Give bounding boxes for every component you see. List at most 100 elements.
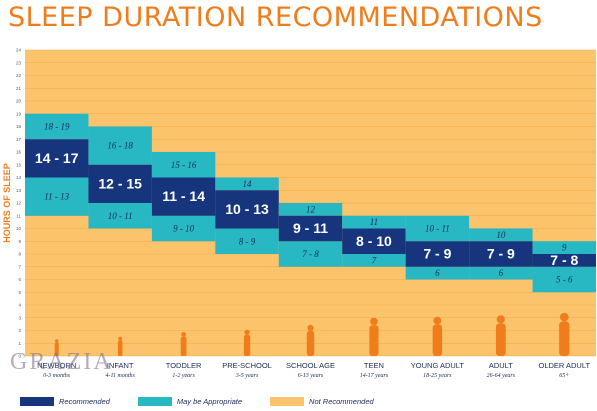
y-tick-label: 19	[16, 111, 22, 116]
y-axis-label: HOURS OF SLEEP	[2, 163, 12, 243]
data-label-appropriate: 11	[370, 217, 378, 227]
legend-label-not-recommended: Not Recommended	[309, 396, 374, 406]
bar-recommended	[278, 215, 343, 242]
legend-label-recommended: Recommended	[59, 396, 110, 406]
bar-appropriate-lower	[151, 215, 216, 242]
person-silhouette-head	[118, 336, 123, 341]
y-tick-label: 16	[16, 150, 22, 155]
y-tick-label: 14	[16, 175, 22, 180]
data-label-appropriate: 7 - 8	[302, 249, 319, 259]
y-tick-label: 3	[18, 315, 21, 320]
category-label: PRE-SCHOOL	[222, 361, 272, 370]
bar-appropriate-upper	[215, 177, 279, 191]
data-label-appropriate: 9 - 10	[173, 224, 194, 234]
y-tick-label: 21	[16, 86, 22, 91]
y-tick-label: 23	[16, 60, 22, 65]
legend-item-recommended: Recommended	[20, 396, 110, 406]
bar-appropriate-upper	[405, 215, 470, 242]
category-age-label: 1-2 years	[172, 373, 195, 379]
data-label-appropriate: 15 - 16	[171, 160, 197, 170]
y-tick-label: 20	[16, 99, 22, 104]
data-label-recommended: 7 - 9	[423, 246, 451, 262]
y-tick-label: 8	[18, 252, 21, 257]
category-age-label: 26-64 years	[487, 372, 516, 379]
bar-recommended	[215, 190, 279, 229]
y-tick-label: 11	[16, 213, 21, 218]
bar-appropriate-upper	[88, 126, 152, 165]
category-label: YOUNG ADULT	[411, 361, 465, 370]
legend-swatch-may-be-appropriate	[137, 396, 172, 406]
bar-recommended	[532, 254, 596, 267]
bar-recommended	[469, 241, 533, 267]
data-label-appropriate: 11 - 13	[44, 192, 69, 202]
bar-appropriate-lower	[215, 228, 279, 254]
data-label-appropriate: 8 - 9	[239, 236, 256, 246]
category-age-label: 3-5 years	[235, 373, 259, 379]
bar-recommended	[342, 228, 406, 254]
data-label-appropriate: 12	[306, 204, 316, 214]
data-label-recommended: 7 - 9	[487, 246, 515, 262]
chart-title: SLEEP DURATION RECOMMENDATIONS	[8, 2, 543, 33]
category-age-label: 6-13 years	[298, 373, 324, 379]
category-age-label: 14-17 years	[360, 372, 389, 379]
data-label-appropriate: 5 - 6	[556, 275, 573, 285]
person-silhouette-head	[181, 332, 187, 337]
legend-item-may-be-appropriate: May be Appropriate	[137, 396, 242, 406]
bar-appropriate-upper	[342, 215, 406, 229]
category-age-label: 4-11 months	[105, 372, 135, 379]
bar-appropriate-upper	[25, 113, 89, 140]
bar-recommended	[151, 177, 216, 216]
y-tick-label: 2	[18, 328, 21, 333]
bar-appropriate-lower	[469, 266, 533, 280]
bar-recommended	[88, 164, 152, 203]
data-label-appropriate: 10 - 11	[108, 211, 133, 221]
y-tick-label: 6	[18, 277, 21, 282]
y-tick-label: 13	[16, 188, 22, 193]
legend-swatch-recommended	[20, 396, 54, 406]
person-silhouette-head	[496, 315, 505, 324]
data-label-appropriate: 7	[372, 255, 377, 265]
y-tick-label: 12	[16, 201, 22, 206]
bar-appropriate-lower	[405, 266, 470, 280]
bar-appropriate-lower	[88, 203, 152, 229]
bar-appropriate-lower	[532, 266, 596, 293]
bar-appropriate-upper	[532, 241, 596, 254]
category-age-label: 0-3 months	[43, 373, 70, 379]
y-tick-label: 1	[18, 341, 21, 346]
person-silhouette-icon	[243, 334, 251, 356]
category-age-label: 65+	[559, 373, 569, 379]
legend-item-not-recommended: Not Recommended	[270, 396, 374, 406]
y-tick-label: 22	[16, 73, 22, 78]
person-silhouette-head	[370, 317, 378, 326]
person-silhouette-head	[307, 324, 314, 332]
legend-swatch-not-recommended	[270, 396, 305, 406]
category-label: TODDLER	[166, 361, 202, 370]
category-age-label: 18-25 years	[423, 373, 452, 379]
bar-appropriate-upper	[278, 203, 343, 216]
bar-appropriate-lower	[342, 254, 406, 267]
legend: Recommended May be Appropriate Not Recom…	[20, 394, 402, 408]
category-label: OLDER ADULT	[539, 361, 591, 370]
person-silhouette-icon	[559, 321, 570, 356]
y-tick-label: 18	[16, 124, 22, 129]
person-silhouette-icon	[54, 342, 59, 356]
data-label-appropriate: 10	[496, 230, 506, 240]
person-silhouette-head	[244, 329, 250, 335]
person-silhouette-icon	[306, 331, 315, 356]
watermark-logo: GRAZIA	[10, 349, 113, 375]
person-silhouette-head	[55, 339, 59, 343]
y-tick-label: 9	[18, 239, 21, 244]
category-label: INFANT	[107, 361, 134, 370]
data-label-recommended: 7 - 8	[550, 252, 578, 268]
category-label: ADULT	[489, 361, 513, 370]
y-tick-label: 5	[18, 290, 21, 295]
y-tick-label: 0	[18, 354, 21, 359]
bar-recommended	[25, 139, 89, 178]
bar-appropriate-upper	[151, 152, 216, 178]
person-silhouette-icon	[117, 340, 123, 356]
y-tick-label: 24	[16, 48, 22, 53]
y-tick-label: 17	[16, 137, 22, 142]
data-label-recommended: 10 - 13	[225, 201, 269, 217]
data-label-recommended: 11 - 14	[162, 188, 205, 204]
